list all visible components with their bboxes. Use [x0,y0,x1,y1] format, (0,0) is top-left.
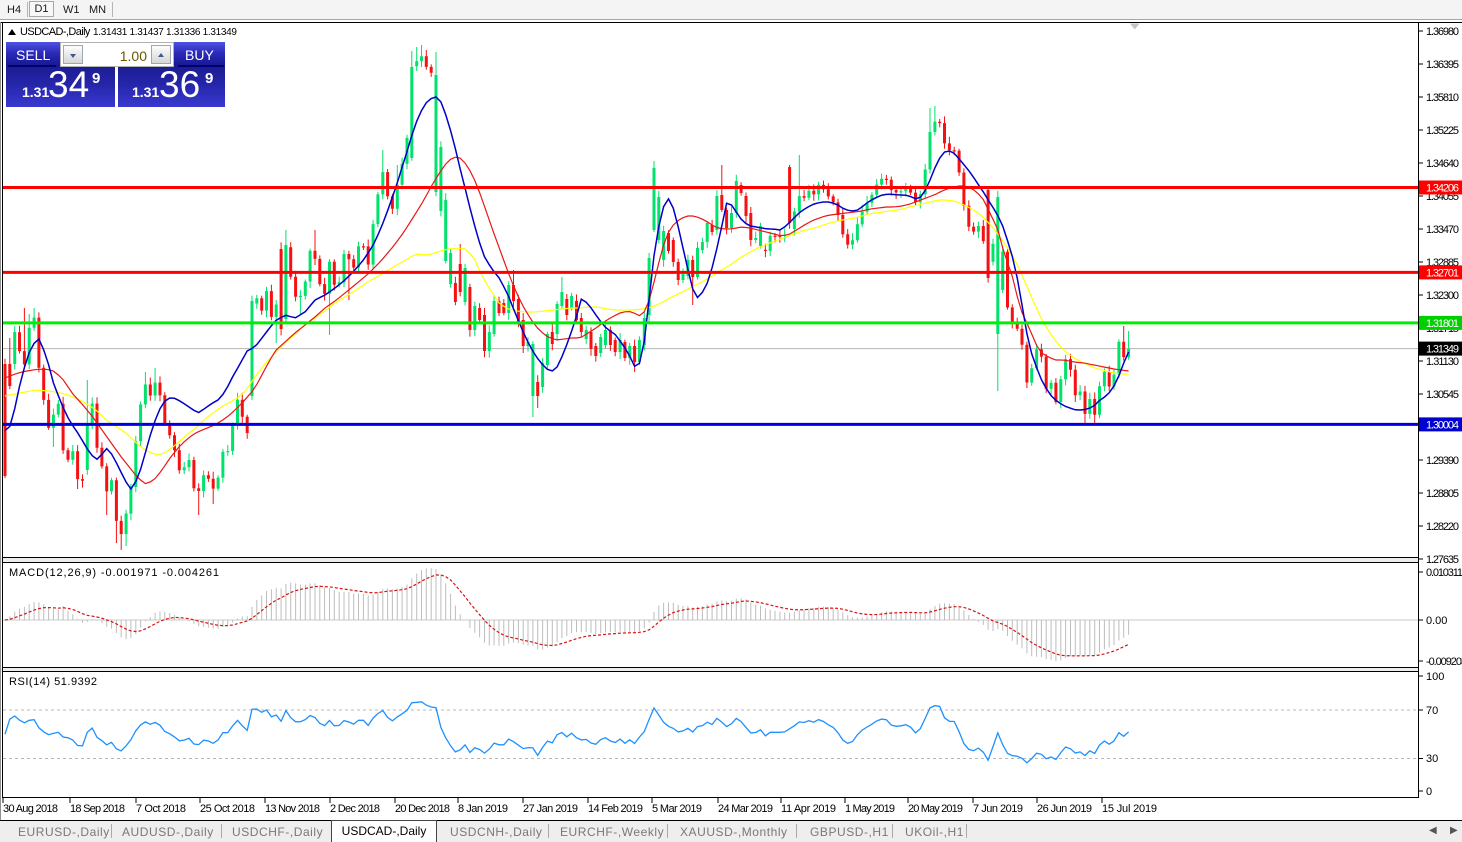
svg-text:14 Feb 2019: 14 Feb 2019 [588,803,643,815]
svg-text:1.35225: 1.35225 [1426,125,1459,137]
svg-text:8 Jan 2019: 8 Jan 2019 [458,803,508,815]
svg-text:-0.009203: -0.009203 [1426,656,1462,668]
svg-text:27 Jan 2019: 27 Jan 2019 [523,803,578,815]
svg-text:7 Oct 2018: 7 Oct 2018 [136,803,186,815]
svg-text:13 Nov 2018: 13 Nov 2018 [265,803,320,815]
svg-text:1.35810: 1.35810 [1426,92,1459,104]
svg-text:1.34640: 1.34640 [1426,158,1459,170]
svg-text:1.32300: 1.32300 [1426,290,1459,302]
svg-text:0.010311: 0.010311 [1426,567,1462,579]
svg-text:5 Mar 2019: 5 Mar 2019 [652,803,702,815]
svg-text:11 Apr 2019: 11 Apr 2019 [781,803,836,815]
svg-text:RSI(14) 51.9392: RSI(14) 51.9392 [9,676,97,688]
svg-text:24 Mar 2019: 24 Mar 2019 [718,803,773,815]
svg-text:20 May 2019: 20 May 2019 [908,803,963,815]
svg-text:1.36980: 1.36980 [1426,26,1459,38]
svg-text:1.28805: 1.28805 [1426,488,1459,500]
svg-text:1.32701: 1.32701 [1426,267,1459,279]
svg-text:30 Aug 2018: 30 Aug 2018 [3,803,58,815]
svg-text:1.36395: 1.36395 [1426,59,1459,71]
svg-text:1.27635: 1.27635 [1426,554,1459,566]
svg-text:0.00: 0.00 [1426,615,1447,627]
svg-text:0: 0 [1426,786,1432,798]
svg-text:1.34206: 1.34206 [1426,183,1459,195]
svg-text:1.33470: 1.33470 [1426,224,1459,236]
svg-text:1.30004: 1.30004 [1426,419,1459,431]
svg-text:1 May 2019: 1 May 2019 [845,803,895,815]
svg-text:20 Dec 2018: 20 Dec 2018 [395,803,450,815]
svg-text:7 Jun 2019: 7 Jun 2019 [973,803,1023,815]
svg-text:25 Oct 2018: 25 Oct 2018 [200,803,255,815]
svg-text:1.28220: 1.28220 [1426,521,1459,533]
svg-text:MACD(12,26,9) -0.001971 -0.004: MACD(12,26,9) -0.001971 -0.004261 [9,567,219,579]
svg-text:2 Dec 2018: 2 Dec 2018 [330,803,380,815]
svg-text:1.31801: 1.31801 [1426,318,1459,330]
svg-text:30: 30 [1426,753,1438,765]
svg-text:1.30545: 1.30545 [1426,389,1459,401]
svg-text:70: 70 [1426,705,1438,717]
svg-text:1.29390: 1.29390 [1426,455,1459,467]
svg-text:100: 100 [1426,671,1444,683]
svg-text:1.31130: 1.31130 [1426,356,1459,368]
svg-text:1.31349: 1.31349 [1426,344,1459,356]
svg-text:18 Sep 2018: 18 Sep 2018 [70,803,125,815]
svg-text:26 Jun 2019: 26 Jun 2019 [1037,803,1092,815]
svg-text:15 Jul 2019: 15 Jul 2019 [1102,803,1157,815]
